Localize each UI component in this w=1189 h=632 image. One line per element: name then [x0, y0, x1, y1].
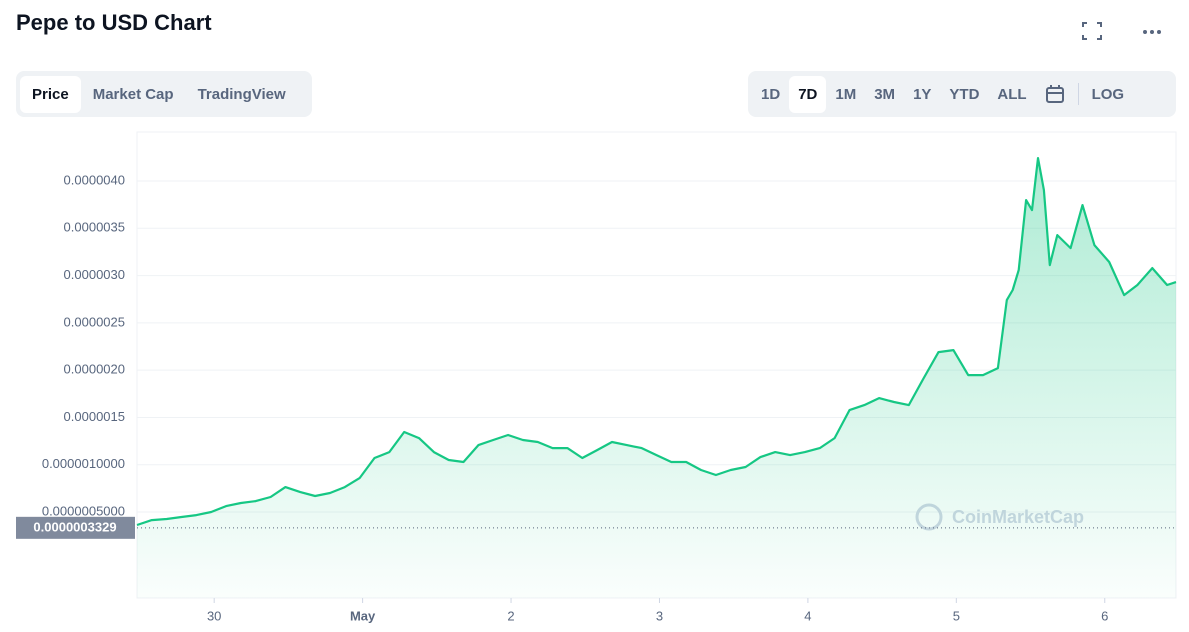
range-button[interactable]: YTD — [949, 85, 980, 103]
y-tick-label: 0.0000020 — [64, 362, 125, 377]
tab[interactable]: TradingView — [197, 85, 286, 103]
y-tick-label: 0.0000035 — [64, 220, 125, 235]
reference-tag — [16, 516, 135, 539]
range-button[interactable]: 1D — [761, 85, 781, 103]
y-tick-label: 0.0000025 — [64, 314, 125, 329]
x-tick-label: 3 — [656, 608, 663, 623]
x-tick-label: 2 — [507, 608, 514, 623]
calendar-button[interactable] — [1036, 76, 1074, 112]
x-tick-label: 6 — [1101, 608, 1108, 623]
tab[interactable]: Market Cap — [92, 85, 174, 103]
x-tick-label: 4 — [804, 608, 811, 623]
y-tick-label: 0.0000030 — [64, 267, 125, 282]
range-group: 1D 7D 1M 3M 1Y YTD ALL LOG — [748, 71, 1176, 117]
x-tick-label: 30 — [207, 608, 221, 623]
area-fill — [137, 158, 1176, 598]
separator — [1077, 83, 1079, 105]
x-tick-label: 5 — [953, 608, 960, 623]
title: Pepe to USD Chart — [16, 10, 212, 35]
calendar-icon — [1045, 85, 1064, 103]
y-tick-label: 0.0000010000 — [42, 456, 125, 471]
tab-group: Price Market Cap TradingView — [16, 71, 312, 117]
range-button[interactable]: 1Y — [913, 85, 932, 103]
range-button[interactable]: 1M — [835, 85, 857, 103]
more-icon[interactable] — [1143, 30, 1161, 34]
log-button[interactable]: LOG — [1091, 85, 1125, 103]
range-button[interactable]: 7D — [789, 75, 827, 113]
y-tick-label: 0.0000040 — [64, 172, 125, 187]
y-tick-label: 0.0000005000 — [42, 503, 125, 518]
tab[interactable]: Price — [20, 75, 81, 113]
x-tick-label: May — [350, 608, 376, 623]
range-button[interactable]: 3M — [874, 85, 896, 103]
y-tick-label: 0.0000015 — [64, 409, 125, 424]
price-line — [136, 157, 1177, 527]
range-button[interactable]: ALL — [997, 85, 1027, 103]
reference-label: 0.0000003329 — [33, 519, 116, 534]
expand-icon[interactable] — [1082, 22, 1102, 40]
